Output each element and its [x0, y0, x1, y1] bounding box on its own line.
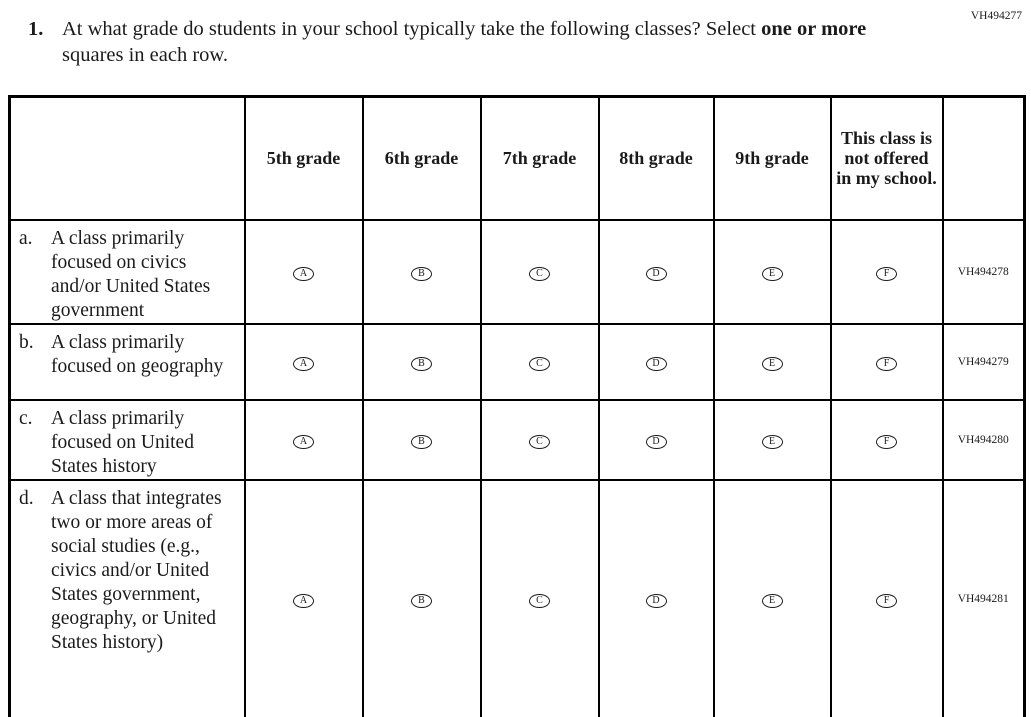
row-c-option-bubble-b[interactable]: B [411, 434, 432, 449]
row-c-option-bubble-f[interactable]: F [876, 434, 897, 449]
row-d-cell-9th: E [712, 478, 832, 717]
row-b-letter: b. [19, 331, 34, 353]
question-text-part2: squares in each row. [62, 44, 229, 66]
row-c-cell-7th: C [479, 398, 600, 481]
question-number: 1. [28, 18, 44, 40]
row-d-option-bubble-a[interactable]: A [293, 594, 314, 609]
row-b-cell-8th: D [597, 322, 715, 401]
header-not-offered: This class is not offered in my school. [829, 95, 944, 221]
row-a-cell-9th: E [712, 218, 832, 325]
row-c-label-wrap: c. A class primarily focused on United S… [19, 407, 240, 479]
row-a-cell-not-offered: F [829, 218, 944, 325]
table-row-c: c. A class primarily focused on United S… [8, 398, 1026, 481]
row-d-cell-5th: A [243, 478, 364, 717]
row-d-cell-8th: D [597, 478, 715, 717]
row-b-option-bubble-f[interactable]: F [876, 356, 897, 371]
question-text: At what grade do students in your school… [62, 16, 867, 68]
row-a-label: A class primarily focused on civics and/… [51, 227, 211, 321]
row-d-cell-7th: C [479, 478, 600, 717]
row-a-option-bubble-b[interactable]: B [411, 266, 432, 281]
row-c-cell-9th: E [712, 398, 832, 481]
row-c-option-bubble-d[interactable]: D [645, 434, 667, 449]
row-c-cell-5th: A [243, 398, 364, 481]
row-b-cell-5th: A [243, 322, 364, 401]
row-a-option-bubble-d[interactable]: D [645, 266, 667, 281]
header-empty-label-cell [8, 95, 246, 221]
row-a-code: VH494278 [941, 218, 1026, 325]
row-a-option-bubble-c[interactable]: C [529, 266, 550, 281]
row-a-letter: a. [19, 227, 33, 249]
row-b-cell-7th: C [479, 322, 600, 401]
row-c-label-cell: c. A class primarily focused on United S… [8, 398, 246, 481]
row-b-label-wrap: b. A class primarily focused on geograph… [19, 331, 240, 379]
row-d-code: VH494281 [941, 478, 1026, 717]
row-a-option-bubble-f[interactable]: F [876, 266, 897, 281]
row-b-option-bubble-d[interactable]: D [645, 356, 667, 371]
row-b-code: VH494279 [941, 322, 1026, 401]
table-row-d: d. A class that integrates two or more a… [8, 478, 1026, 717]
grade-selection-table: 5th grade 6th grade 7th grade 8th grade … [8, 95, 1026, 717]
question-text-bold: one or more [761, 18, 867, 40]
row-b-label-cell: b. A class primarily focused on geograph… [8, 322, 246, 401]
row-d-option-bubble-d[interactable]: D [645, 594, 667, 609]
row-a-cell-7th: C [479, 218, 600, 325]
row-a-option-bubble-e[interactable]: E [761, 266, 783, 281]
header-5th-grade: 5th grade [243, 95, 364, 221]
row-d-cell-not-offered: F [829, 478, 944, 717]
row-d-cell-6th: B [361, 478, 482, 717]
question-text-part1: At what grade do students in your school… [62, 18, 762, 40]
row-c-label: A class primarily focused on United Stat… [51, 407, 194, 477]
form-code-top-right: VH494277 [970, 10, 1022, 22]
row-d-option-bubble-e[interactable]: E [761, 594, 783, 609]
table-row-a: a. A class primarily focused on civics a… [8, 218, 1026, 325]
row-c-option-bubble-c[interactable]: C [529, 434, 550, 449]
row-b-option-bubble-e[interactable]: E [761, 356, 783, 371]
header-9th-grade: 9th grade [712, 95, 832, 221]
row-c-cell-8th: D [597, 398, 715, 481]
row-b-cell-9th: E [712, 322, 832, 401]
row-a-cell-5th: A [243, 218, 364, 325]
row-a-cell-8th: D [597, 218, 715, 325]
row-d-label-cell: d. A class that integrates two or more a… [8, 478, 246, 717]
row-d-option-bubble-f[interactable]: F [876, 594, 897, 609]
row-c-option-bubble-a[interactable]: A [293, 434, 314, 449]
row-a-label-cell: a. A class primarily focused on civics a… [8, 218, 246, 325]
row-d-label: A class that integrates two or more area… [51, 487, 222, 653]
row-b-option-bubble-c[interactable]: C [529, 356, 550, 371]
row-d-letter: d. [19, 487, 34, 509]
row-d-option-bubble-c[interactable]: C [529, 594, 550, 609]
row-a-cell-6th: B [361, 218, 482, 325]
row-c-letter: c. [19, 407, 33, 429]
header-empty-code-cell [941, 95, 1026, 221]
row-a-option-bubble-a[interactable]: A [293, 266, 314, 281]
row-c-code: VH494280 [941, 398, 1026, 481]
header-8th-grade: 8th grade [597, 95, 715, 221]
row-c-cell-6th: B [361, 398, 482, 481]
header-7th-grade: 7th grade [479, 95, 600, 221]
row-b-option-bubble-a[interactable]: A [293, 356, 314, 371]
header-6th-grade: 6th grade [361, 95, 482, 221]
header-row: 5th grade 6th grade 7th grade 8th grade … [8, 95, 1026, 221]
row-b-cell-not-offered: F [829, 322, 944, 401]
table-row-b: b. A class primarily focused on geograph… [8, 322, 1026, 401]
row-c-option-bubble-e[interactable]: E [761, 434, 783, 449]
row-d-option-bubble-b[interactable]: B [411, 594, 432, 609]
row-b-label: A class primarily focused on geography [51, 331, 224, 377]
row-a-label-wrap: a. A class primarily focused on civics a… [19, 227, 240, 323]
row-b-option-bubble-b[interactable]: B [411, 356, 432, 371]
row-d-label-wrap: d. A class that integrates two or more a… [19, 487, 240, 655]
row-c-cell-not-offered: F [829, 398, 944, 481]
row-b-cell-6th: B [361, 322, 482, 401]
question-block: 1. At what grade do students in your sch… [28, 16, 888, 68]
